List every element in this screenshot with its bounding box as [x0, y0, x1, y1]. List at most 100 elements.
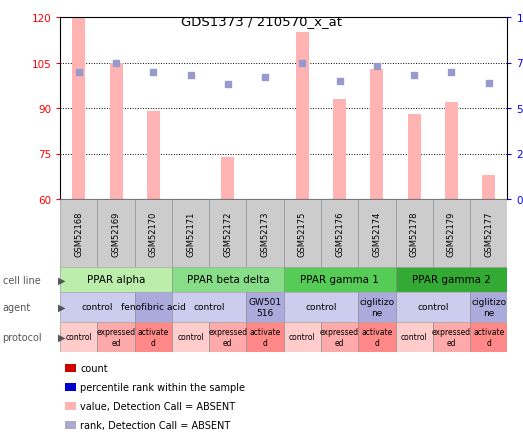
Bar — [407, 115, 420, 200]
Bar — [65, 383, 76, 391]
Text: control: control — [177, 333, 204, 342]
Bar — [221, 157, 234, 200]
Text: activate
d: activate d — [138, 328, 169, 347]
Bar — [135, 200, 172, 267]
Bar — [395, 200, 433, 267]
Text: GSM52168: GSM52168 — [74, 211, 83, 256]
Text: ▶: ▶ — [58, 332, 65, 342]
Bar — [65, 365, 76, 372]
Text: GSM52175: GSM52175 — [298, 211, 307, 256]
Bar — [97, 322, 135, 352]
Bar — [60, 322, 97, 352]
Bar — [370, 69, 383, 200]
Bar — [358, 200, 395, 267]
Point — [186, 72, 195, 79]
Bar — [445, 103, 458, 200]
Text: ▶: ▶ — [58, 302, 65, 312]
Text: count: count — [80, 364, 108, 374]
Bar — [135, 322, 172, 352]
Point — [261, 74, 269, 81]
Text: control: control — [82, 303, 113, 312]
Text: control: control — [289, 333, 316, 342]
Bar — [60, 267, 172, 293]
Text: control: control — [417, 303, 449, 312]
Bar — [395, 293, 470, 322]
Text: PPAR gamma 1: PPAR gamma 1 — [300, 275, 379, 285]
Bar — [283, 267, 395, 293]
Bar — [209, 200, 246, 267]
Bar — [358, 322, 395, 352]
Text: expressed
ed: expressed ed — [208, 328, 247, 347]
Bar — [395, 267, 507, 293]
Point — [298, 60, 306, 67]
Bar — [172, 293, 246, 322]
Bar — [470, 293, 507, 322]
Bar — [283, 200, 321, 267]
Bar — [470, 200, 507, 267]
Bar — [433, 200, 470, 267]
Point — [112, 60, 120, 67]
Text: GSM52176: GSM52176 — [335, 211, 344, 256]
Bar — [172, 267, 283, 293]
Bar — [283, 322, 321, 352]
Bar — [296, 33, 309, 200]
Text: GSM52178: GSM52178 — [410, 211, 418, 256]
Bar — [470, 322, 507, 352]
Text: control: control — [194, 303, 225, 312]
Text: PPAR beta delta: PPAR beta delta — [187, 275, 269, 285]
Text: agent: agent — [3, 302, 31, 312]
Text: expressed
ed: expressed ed — [432, 328, 471, 347]
Text: control: control — [65, 333, 92, 342]
Point — [75, 69, 83, 76]
Bar — [72, 18, 85, 200]
Point — [149, 69, 157, 76]
Bar — [482, 175, 495, 200]
Text: activate
d: activate d — [249, 328, 281, 347]
Text: GSM52173: GSM52173 — [260, 211, 269, 256]
Bar — [246, 200, 283, 267]
Bar — [135, 293, 172, 322]
Bar — [358, 293, 395, 322]
Text: GSM52171: GSM52171 — [186, 211, 195, 256]
Bar — [147, 112, 160, 200]
Text: ciglitizo
ne: ciglitizo ne — [359, 298, 394, 317]
Bar — [65, 402, 76, 410]
Bar — [246, 322, 283, 352]
Text: fenofibric acid: fenofibric acid — [121, 303, 186, 312]
Text: GSM52172: GSM52172 — [223, 211, 232, 256]
Text: activate
d: activate d — [473, 328, 504, 347]
Text: value, Detection Call = ABSENT: value, Detection Call = ABSENT — [80, 401, 235, 411]
Bar — [433, 322, 470, 352]
Point — [373, 63, 381, 70]
Text: protocol: protocol — [3, 332, 42, 342]
Bar — [395, 322, 433, 352]
Bar — [65, 421, 76, 429]
Text: GSM52170: GSM52170 — [149, 211, 158, 256]
Text: ciglitizo
ne: ciglitizo ne — [471, 298, 506, 317]
Bar — [97, 200, 135, 267]
Text: GW501
516: GW501 516 — [248, 298, 282, 317]
Bar — [172, 200, 209, 267]
Text: GSM52174: GSM52174 — [372, 211, 381, 256]
Text: GSM52177: GSM52177 — [484, 211, 493, 256]
Point — [447, 69, 456, 76]
Bar — [60, 200, 97, 267]
Point — [410, 72, 418, 79]
Text: cell line: cell line — [3, 275, 40, 285]
Text: expressed
ed: expressed ed — [320, 328, 359, 347]
Text: activate
d: activate d — [361, 328, 393, 347]
Bar — [283, 293, 358, 322]
Text: control: control — [305, 303, 337, 312]
Point — [335, 78, 344, 85]
Text: rank, Detection Call = ABSENT: rank, Detection Call = ABSENT — [80, 420, 231, 430]
Point — [224, 82, 232, 89]
Bar — [321, 200, 358, 267]
Text: ▶: ▶ — [58, 275, 65, 285]
Bar — [246, 293, 283, 322]
Bar — [321, 322, 358, 352]
Text: PPAR alpha: PPAR alpha — [87, 275, 145, 285]
Text: expressed
ed: expressed ed — [96, 328, 135, 347]
Bar — [60, 293, 135, 322]
Bar — [172, 322, 209, 352]
Text: GDS1373 / 210570_x_at: GDS1373 / 210570_x_at — [181, 15, 342, 28]
